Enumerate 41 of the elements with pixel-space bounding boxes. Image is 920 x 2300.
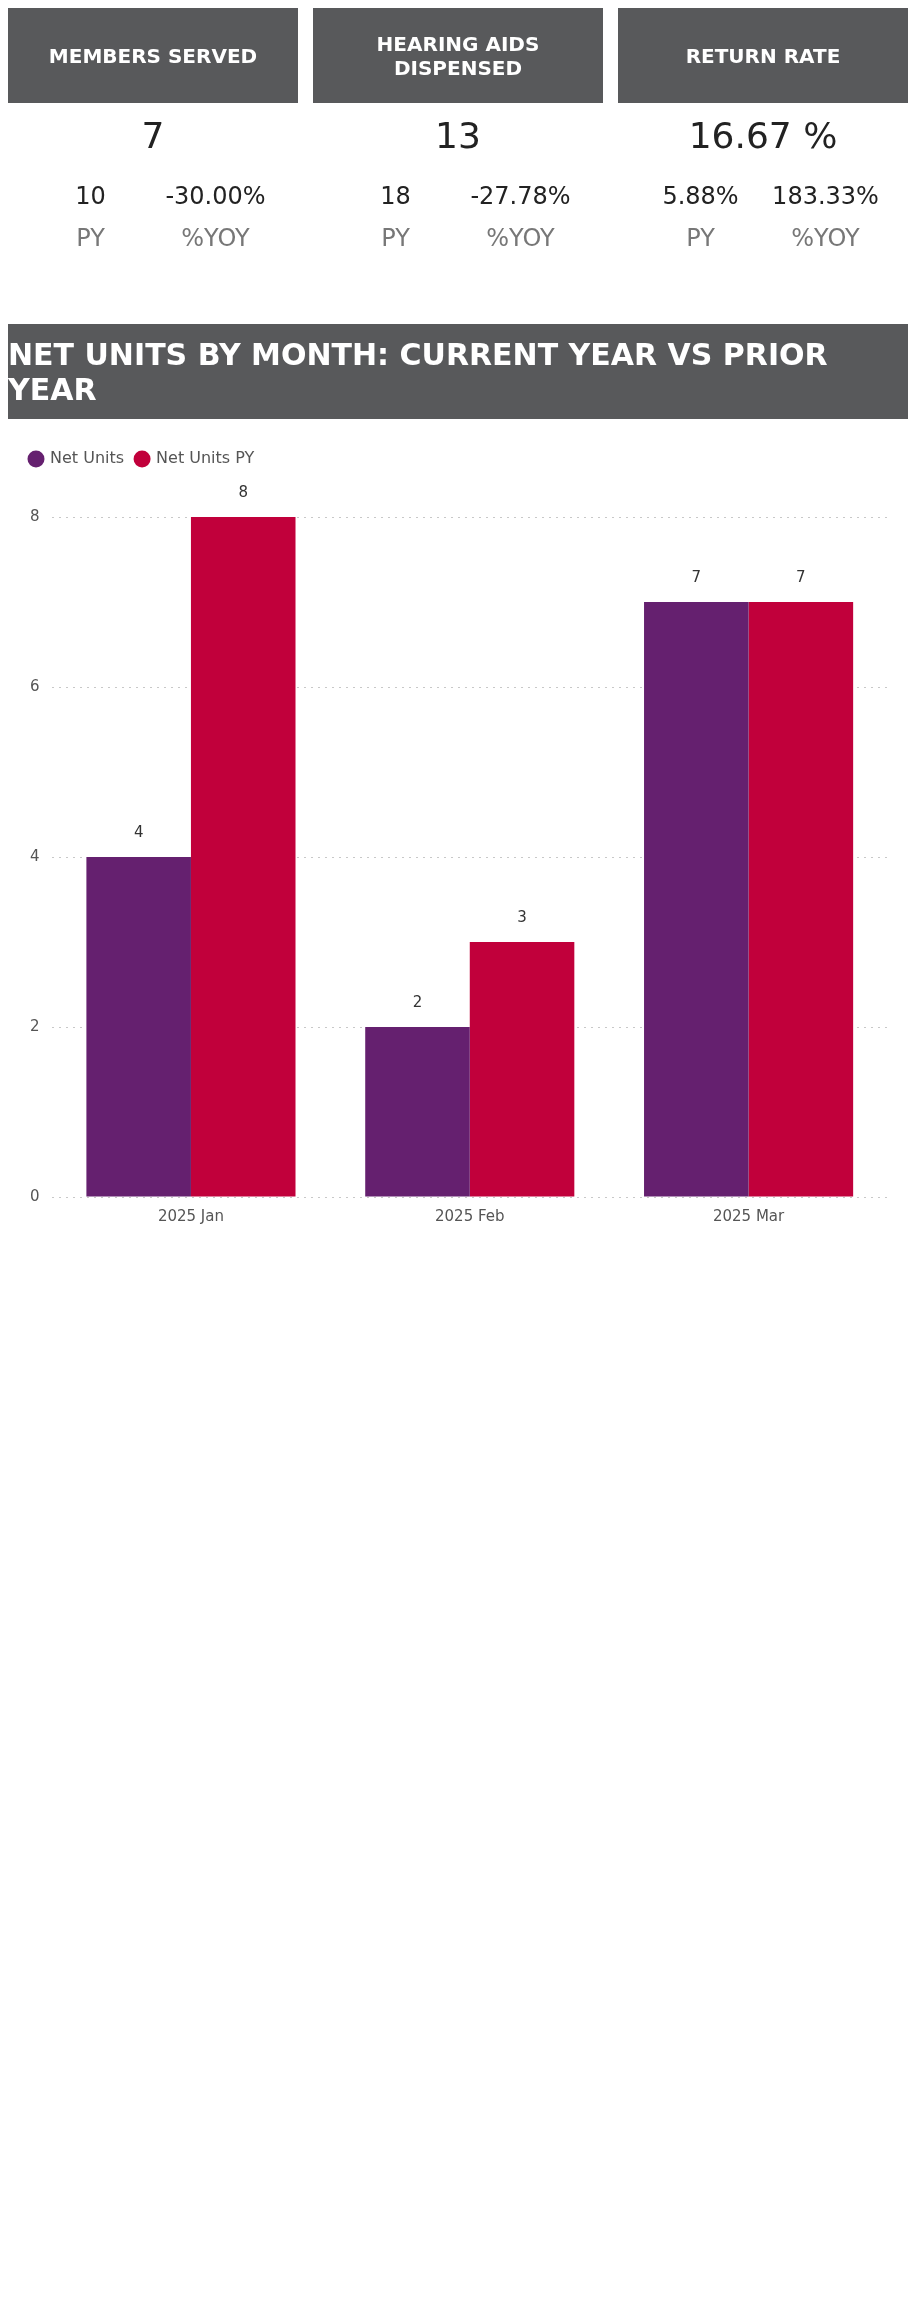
- text: PY: [75, 224, 106, 252]
- text: RETURN RATE: [618, 8, 908, 103]
- text: -30.00%: [164, 182, 267, 210]
- data-label: 7: [691, 568, 702, 587]
- text: 5.88%: [661, 182, 740, 210]
- chart-title: NET UNITS BY MONTH: CURRENT YEAR VS PRIOR YEAR: [8, 324, 908, 419]
- y-tick-label: 2: [30, 1016, 40, 1035]
- text: PY: [685, 224, 716, 252]
- text: 18: [379, 182, 412, 210]
- bar: [748, 602, 854, 1197]
- text: HEARING AIDS DISPENSED: [313, 8, 603, 103]
- y-tick-label: 8: [30, 506, 40, 525]
- text: 13: [434, 115, 482, 156]
- text: 183.33%: [771, 182, 880, 210]
- text: -27.78%: [469, 182, 572, 210]
- text: %YOY: [180, 224, 251, 252]
- bar: [365, 1027, 470, 1197]
- legend-label: Net Units: [50, 448, 125, 468]
- bar: [86, 857, 191, 1197]
- legend-label: Net Units PY: [156, 448, 255, 468]
- data-label: 7: [796, 568, 806, 587]
- text: MEMBERS SERVED: [8, 8, 298, 103]
- y-tick-label: 6: [30, 676, 40, 695]
- bar: [469, 942, 575, 1197]
- y-tick-label: 0: [30, 1186, 40, 1205]
- data-label: 3: [517, 908, 527, 927]
- x-tick-label: 2025 Jan: [157, 1206, 224, 1225]
- bar: [644, 602, 749, 1197]
- text: %YOY: [485, 224, 556, 252]
- text: %YOY: [790, 224, 861, 252]
- data-label: 8: [238, 483, 248, 502]
- bar: [190, 517, 296, 1197]
- x-tick-label: 2025 Feb: [435, 1206, 505, 1225]
- text: PY: [380, 224, 411, 252]
- text: 7: [140, 115, 166, 156]
- data-label: 2: [412, 993, 423, 1012]
- data-label: 4: [133, 823, 144, 842]
- x-tick-label: 2025 Mar: [712, 1206, 786, 1225]
- y-tick-label: 4: [30, 846, 40, 865]
- text: 10: [74, 182, 107, 210]
- text: 16.67 %: [687, 115, 839, 156]
